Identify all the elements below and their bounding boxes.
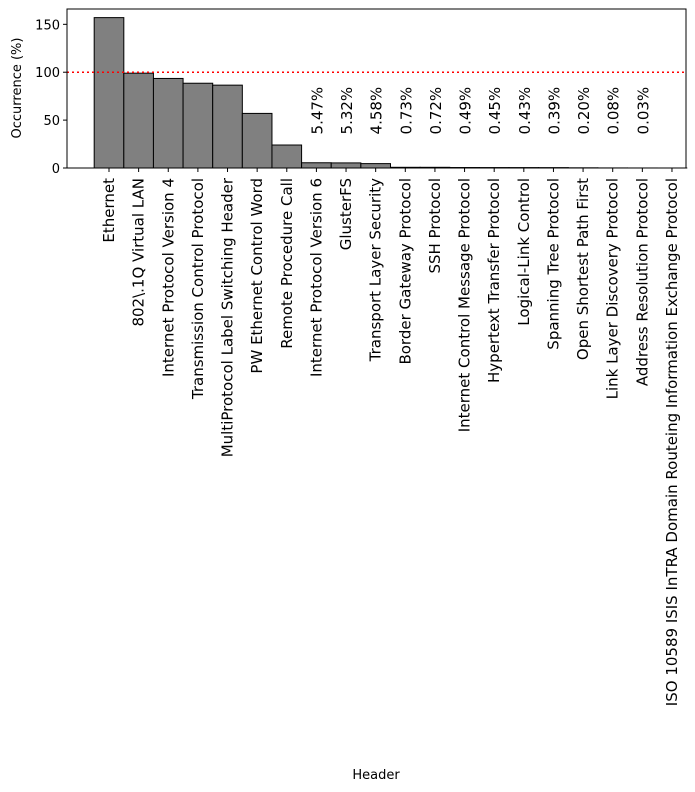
x-tick-label: Internet Protocol Version 4 <box>159 178 177 377</box>
x-tick-label: Link Layer Discovery Protocol <box>604 178 622 399</box>
x-axis-label: Header <box>352 768 400 783</box>
bar <box>212 84 243 169</box>
x-tick-label: Remote Procedure Call <box>278 178 296 349</box>
data-label: 0.43% <box>516 87 534 135</box>
bar <box>301 162 332 169</box>
bar <box>330 162 362 169</box>
bar <box>123 72 154 169</box>
x-tick-label: Open Shortest Path First <box>574 178 592 360</box>
x-tick-label: Address Resolution Protocol <box>633 178 651 386</box>
y-tick-label: 0 <box>52 162 60 177</box>
x-tick-label: Ethernet <box>100 178 118 243</box>
data-label: 5.47% <box>308 87 326 135</box>
x-tick-label: Transmission Control Protocol <box>189 178 207 400</box>
data-label: 0.49% <box>457 87 475 135</box>
x-tick-label: SSH Protocol <box>426 178 444 274</box>
bar <box>360 163 391 169</box>
data-label: 5.32% <box>338 87 356 135</box>
x-tick-label: 802\.1Q Virtual LAN <box>130 178 148 327</box>
bar <box>241 112 273 169</box>
axes-frame <box>66 8 687 169</box>
data-label: 4.58% <box>368 87 386 135</box>
bar <box>93 17 125 169</box>
data-label: 0.45% <box>486 87 504 135</box>
data-label: 0.03% <box>634 87 652 135</box>
y-tick-label: 50 <box>43 114 60 129</box>
x-tick-label: ISO 10589 ISIS InTRA Domain Routeing Inf… <box>663 178 681 706</box>
x-tick-label: GlusterFS <box>337 178 355 250</box>
x-tick-label: Hypertext Transfer Protocol <box>485 178 503 383</box>
data-label: 0.72% <box>427 87 445 135</box>
y-tick-label: 100 <box>35 66 60 81</box>
x-tick-label: Internet Control Message Protocol <box>456 178 474 432</box>
x-tick-label: MultiProtocol Label Switching Header <box>219 177 237 457</box>
x-tick-label: PW Ethernet Control Word <box>248 178 266 374</box>
data-label: 0.08% <box>605 87 623 135</box>
x-tick-label: Internet Protocol Version 6 <box>307 178 325 377</box>
bar <box>271 144 303 169</box>
bar <box>182 82 214 169</box>
x-tick-label: Border Gateway Protocol <box>396 178 414 365</box>
data-label: 0.73% <box>397 87 415 135</box>
data-label: 0.20% <box>575 87 593 135</box>
x-tick-label: Spanning Tree Protocol <box>544 178 562 350</box>
x-tick-label: Transport Layer Security <box>367 178 385 362</box>
bar <box>152 77 184 169</box>
x-tick-label: Logical-Link Control <box>515 178 533 326</box>
data-label: 0.39% <box>545 87 563 135</box>
y-axis-label: Occurrence (%) <box>10 38 25 139</box>
y-tick-label: 150 <box>35 18 60 33</box>
